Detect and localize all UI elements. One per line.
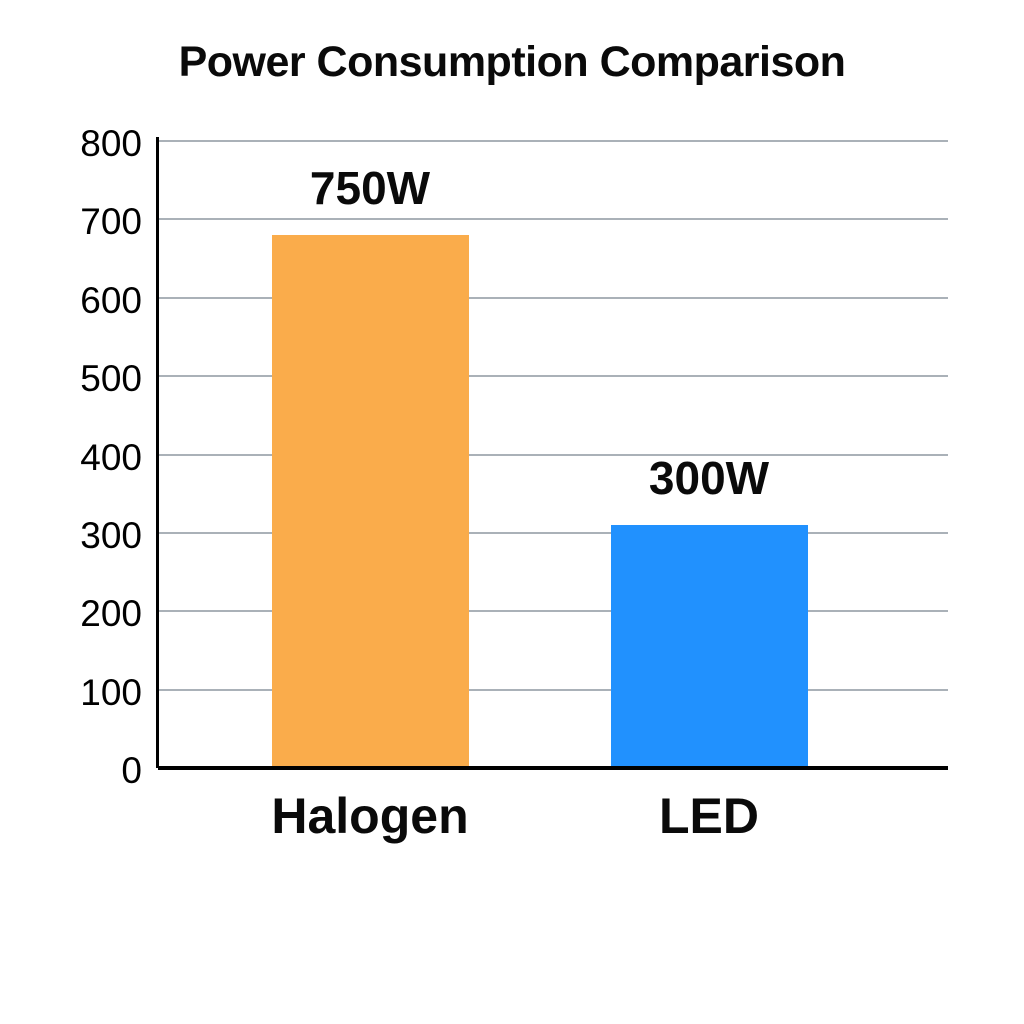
x-axis-label-halogen: Halogen — [271, 788, 469, 844]
y-tick-label-800: 800 — [80, 123, 142, 164]
y-tick-label-200: 200 — [80, 593, 142, 635]
plot-area — [158, 140, 948, 768]
gridline-400 — [158, 453, 948, 456]
gridline-300 — [158, 531, 948, 534]
y-tick-label-400: 400 — [80, 436, 142, 478]
x-axis-label-led: LED — [659, 788, 759, 844]
gridline-600 — [158, 296, 948, 299]
y-axis-line — [156, 137, 159, 768]
bar-value-label-led: 300W — [648, 452, 770, 505]
gridline-100 — [158, 688, 948, 691]
y-tick-label-500: 500 — [80, 358, 142, 400]
gridline-800 — [158, 140, 948, 142]
gridline-700 — [158, 218, 948, 221]
x-axis-line — [158, 766, 948, 770]
y-tick-label-300: 300 — [80, 514, 142, 556]
y-tick-label-600: 600 — [80, 279, 142, 321]
y-tick-label-700: 700 — [80, 201, 142, 243]
gridline-500 — [158, 375, 948, 378]
bar-halogen — [271, 235, 469, 768]
y-tick-label-100: 100 — [80, 671, 142, 713]
y-tick-label-0: 0 — [121, 750, 142, 791]
bar-value-label-halogen: 750W — [309, 162, 431, 215]
bar-led — [610, 525, 808, 768]
chart-title: Power Consumption Comparison — [178, 38, 846, 86]
gridline-200 — [158, 610, 948, 613]
